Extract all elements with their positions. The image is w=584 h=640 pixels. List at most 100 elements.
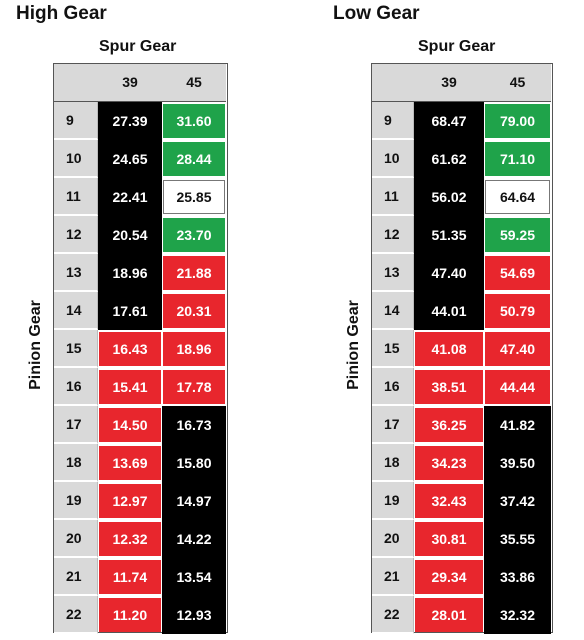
table-row: 12 20.54 23.70: [54, 216, 226, 254]
low-pinion-gear-label: Pinion Gear: [345, 300, 362, 390]
high-pinion-gear-label: Pinion Gear: [27, 300, 44, 390]
pinion-tooth-count: 10: [54, 140, 98, 178]
gear-ratio-cell: 12.32: [99, 522, 161, 556]
gear-ratio-cell: 44.01: [414, 292, 484, 330]
table-row: 14 44.01 50.79: [372, 292, 551, 330]
table-row: 13 47.40 54.69: [372, 254, 551, 292]
table-row: 18 13.69 15.80: [54, 444, 226, 482]
spur-column-header: 45: [186, 74, 202, 90]
gear-ratio-cell: 17.61: [98, 292, 162, 330]
gear-ratio-cell: 68.47: [414, 102, 484, 140]
table-row: 20 12.32 14.22: [54, 520, 226, 558]
table-row: 19 12.97 14.97: [54, 482, 226, 520]
gear-ratio-cell: 31.60: [163, 104, 225, 138]
gear-ratio-cell: 44.44: [485, 370, 550, 404]
table-row: 20 30.81 35.55: [372, 520, 551, 558]
low-gear-title: Low Gear: [333, 3, 420, 24]
gear-ratio-cell: 24.65: [98, 140, 162, 178]
gear-ratio-cell: 27.39: [98, 102, 162, 140]
table-row: 11 56.02 64.64: [372, 178, 551, 216]
gear-ratio-cell: 28.01: [415, 598, 483, 632]
table-row: 11 22.41 25.85: [54, 178, 226, 216]
spur-column-header: 39: [441, 74, 457, 90]
table-row: 22 11.20 12.93: [54, 596, 226, 634]
pinion-tooth-count: 17: [372, 406, 414, 444]
gear-ratio-cell: 12.97: [99, 484, 161, 518]
table-row: 18 34.23 39.50: [372, 444, 551, 482]
gear-ratio-cell: 32.32: [484, 596, 551, 634]
pinion-tooth-count: 19: [54, 482, 98, 520]
gear-ratio-cell: 50.79: [485, 294, 550, 328]
table-row: 10 24.65 28.44: [54, 140, 226, 178]
gear-ratio-cell: 14.22: [162, 520, 226, 558]
gear-ratio-cell: 25.85: [163, 180, 225, 214]
gear-ratio-cell: 15.80: [162, 444, 226, 482]
pinion-tooth-count: 9: [372, 102, 414, 140]
gear-ratio-cell: 30.81: [415, 522, 483, 556]
low-spur-gear-label: Spur Gear: [418, 38, 496, 55]
table-row: 21 11.74 13.54: [54, 558, 226, 596]
table-row: 9 68.47 79.00: [372, 102, 551, 140]
pinion-tooth-count: 11: [54, 178, 98, 216]
pinion-tooth-count: 18: [372, 444, 414, 482]
table-row: 21 29.34 33.86: [372, 558, 551, 596]
pinion-tooth-count: 22: [54, 596, 98, 634]
gear-ratio-cell: 11.74: [99, 560, 161, 594]
gear-ratio-cell: 13.54: [162, 558, 226, 596]
table-row: 22 28.01 32.32: [372, 596, 551, 634]
gear-ratio-cell: 56.02: [414, 178, 484, 216]
pinion-tooth-count: 21: [372, 558, 414, 596]
table-row: 14 17.61 20.31: [54, 292, 226, 330]
pinion-tooth-count: 20: [372, 520, 414, 558]
table-row: 15 41.08 47.40: [372, 330, 551, 368]
gear-ratio-cell: 47.40: [485, 332, 550, 366]
table-row: 9 27.39 31.60: [54, 102, 226, 140]
pinion-tooth-count: 13: [372, 254, 414, 292]
table-row: 19 32.43 37.42: [372, 482, 551, 520]
pinion-tooth-count: 22: [372, 596, 414, 634]
pinion-tooth-count: 14: [372, 292, 414, 330]
table-row: 16 38.51 44.44: [372, 368, 551, 406]
pinion-tooth-count: 19: [372, 482, 414, 520]
gear-ratio-cell: 20.54: [98, 216, 162, 254]
gear-ratio-cell: 14.97: [162, 482, 226, 520]
gear-ratio-cell: 79.00: [485, 104, 550, 138]
gear-ratio-cell: 59.25: [485, 218, 550, 252]
gear-ratio-cell: 20.31: [163, 294, 225, 328]
gear-ratio-cell: 28.44: [163, 142, 225, 176]
gear-ratio-cell: 23.70: [163, 218, 225, 252]
pinion-tooth-count: 12: [54, 216, 98, 254]
spur-column-header: 39: [122, 74, 138, 90]
gear-ratio-cell: 18.96: [98, 254, 162, 292]
pinion-tooth-count: 17: [54, 406, 98, 444]
gear-ratio-cell: 35.55: [484, 520, 551, 558]
low-gear-table: 39 45 9 68.47 79.00 10 61.62 71.10 11 56.02 64.64 1…: [371, 63, 553, 634]
gear-ratio-cell: 16.73: [162, 406, 226, 444]
table-row: 10 61.62 71.10: [372, 140, 551, 178]
gear-ratio-cell: 33.86: [484, 558, 551, 596]
spur-gear-header-row: 39 45: [372, 64, 551, 102]
gear-ratio-cell: 16.43: [99, 332, 161, 366]
pinion-tooth-count: 10: [372, 140, 414, 178]
gear-ratio-cell: 12.93: [162, 596, 226, 634]
gear-ratio-cell: 14.50: [99, 408, 161, 442]
pinion-tooth-count: 18: [54, 444, 98, 482]
gear-ratio-cell: 15.41: [99, 370, 161, 404]
high-gear-table: 39 45 9 27.39 31.60 10 24.65 28.44 11 22.41 25.85 1…: [53, 63, 228, 634]
gear-ratio-cell: 47.40: [414, 254, 484, 292]
pinion-tooth-count: 13: [54, 254, 98, 292]
pinion-tooth-count: 20: [54, 520, 98, 558]
gear-ratio-cell: 18.96: [163, 332, 225, 366]
gear-ratio-cell: 32.43: [415, 484, 483, 518]
gear-ratio-cell: 38.51: [415, 370, 483, 404]
table-row: 16 15.41 17.78: [54, 368, 226, 406]
gear-ratio-cell: 13.69: [99, 446, 161, 480]
gear-ratio-cell: 37.42: [484, 482, 551, 520]
gear-ratio-cell: 34.23: [415, 446, 483, 480]
gear-ratio-cell: 51.35: [414, 216, 484, 254]
pinion-tooth-count: 12: [372, 216, 414, 254]
spur-gear-header-row: 39 45: [54, 64, 226, 102]
pinion-tooth-count: 16: [54, 368, 98, 406]
gear-ratio-cell: 41.82: [484, 406, 551, 444]
gear-ratio-cell: 61.62: [414, 140, 484, 178]
